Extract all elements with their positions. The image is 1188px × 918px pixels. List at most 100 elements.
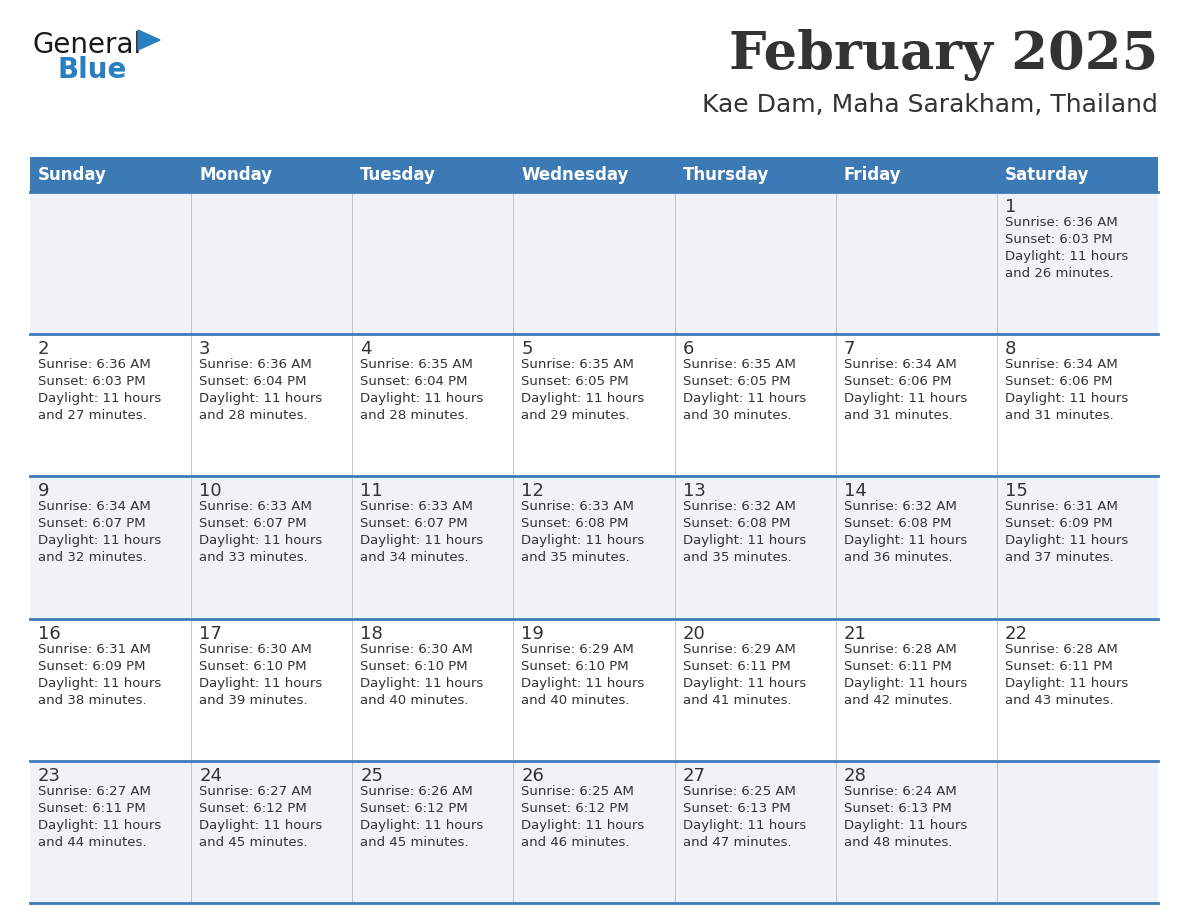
Text: Sunrise: 6:35 AM: Sunrise: 6:35 AM	[522, 358, 634, 371]
Text: Sunset: 6:11 PM: Sunset: 6:11 PM	[1005, 660, 1113, 673]
Text: Daylight: 11 hours: Daylight: 11 hours	[360, 819, 484, 832]
Text: February 2025: February 2025	[728, 29, 1158, 81]
Text: Daylight: 11 hours: Daylight: 11 hours	[200, 534, 322, 547]
Text: Daylight: 11 hours: Daylight: 11 hours	[38, 534, 162, 547]
Text: Daylight: 11 hours: Daylight: 11 hours	[843, 677, 967, 689]
Text: 4: 4	[360, 341, 372, 358]
Text: 19: 19	[522, 624, 544, 643]
Text: Sunset: 6:11 PM: Sunset: 6:11 PM	[38, 801, 146, 815]
Text: Daylight: 11 hours: Daylight: 11 hours	[843, 534, 967, 547]
Text: Blue: Blue	[58, 56, 127, 84]
Polygon shape	[138, 30, 160, 50]
Text: and 41 minutes.: and 41 minutes.	[683, 694, 791, 707]
Text: and 45 minutes.: and 45 minutes.	[360, 835, 469, 849]
Text: Sunset: 6:03 PM: Sunset: 6:03 PM	[38, 375, 146, 388]
Text: 3: 3	[200, 341, 210, 358]
Text: Sunrise: 6:33 AM: Sunrise: 6:33 AM	[360, 500, 473, 513]
Text: Sunset: 6:12 PM: Sunset: 6:12 PM	[522, 801, 630, 815]
Text: Sunset: 6:09 PM: Sunset: 6:09 PM	[38, 660, 145, 673]
Text: and 28 minutes.: and 28 minutes.	[200, 409, 308, 422]
Text: Sunset: 6:12 PM: Sunset: 6:12 PM	[200, 801, 307, 815]
Text: and 35 minutes.: and 35 minutes.	[683, 552, 791, 565]
Text: Sunrise: 6:34 AM: Sunrise: 6:34 AM	[1005, 358, 1118, 371]
Text: and 38 minutes.: and 38 minutes.	[38, 694, 146, 707]
Text: 21: 21	[843, 624, 866, 643]
Text: 25: 25	[360, 767, 384, 785]
Text: 14: 14	[843, 482, 866, 500]
Text: 5: 5	[522, 341, 533, 358]
Text: 8: 8	[1005, 341, 1016, 358]
Text: Daylight: 11 hours: Daylight: 11 hours	[683, 534, 805, 547]
Text: Sunset: 6:08 PM: Sunset: 6:08 PM	[522, 518, 628, 531]
Text: Sunrise: 6:35 AM: Sunrise: 6:35 AM	[360, 358, 473, 371]
Text: Daylight: 11 hours: Daylight: 11 hours	[360, 534, 484, 547]
Text: Sunrise: 6:36 AM: Sunrise: 6:36 AM	[1005, 216, 1118, 229]
Text: Daylight: 11 hours: Daylight: 11 hours	[1005, 677, 1129, 689]
Text: Thursday: Thursday	[683, 165, 769, 184]
Text: and 46 minutes.: and 46 minutes.	[522, 835, 630, 849]
Text: 22: 22	[1005, 624, 1028, 643]
Bar	[30, 192, 1158, 334]
Text: Sunrise: 6:31 AM: Sunrise: 6:31 AM	[1005, 500, 1118, 513]
Text: Daylight: 11 hours: Daylight: 11 hours	[522, 677, 645, 689]
Bar	[30, 476, 1158, 619]
Text: 12: 12	[522, 482, 544, 500]
Text: and 37 minutes.: and 37 minutes.	[1005, 552, 1113, 565]
Text: Monday: Monday	[200, 165, 272, 184]
Text: Sunrise: 6:32 AM: Sunrise: 6:32 AM	[843, 500, 956, 513]
Text: 23: 23	[38, 767, 61, 785]
Text: Sunrise: 6:29 AM: Sunrise: 6:29 AM	[683, 643, 795, 655]
Text: and 35 minutes.: and 35 minutes.	[522, 552, 630, 565]
Text: Daylight: 11 hours: Daylight: 11 hours	[38, 392, 162, 405]
Text: Daylight: 11 hours: Daylight: 11 hours	[683, 677, 805, 689]
Text: Daylight: 11 hours: Daylight: 11 hours	[38, 677, 162, 689]
Text: Daylight: 11 hours: Daylight: 11 hours	[522, 392, 645, 405]
Text: 15: 15	[1005, 482, 1028, 500]
Text: Sunset: 6:10 PM: Sunset: 6:10 PM	[360, 660, 468, 673]
Bar	[30, 157, 1158, 192]
Text: Sunset: 6:04 PM: Sunset: 6:04 PM	[360, 375, 468, 388]
Text: and 32 minutes.: and 32 minutes.	[38, 552, 147, 565]
Text: Sunset: 6:08 PM: Sunset: 6:08 PM	[683, 518, 790, 531]
Text: Sunrise: 6:36 AM: Sunrise: 6:36 AM	[200, 358, 312, 371]
Text: Daylight: 11 hours: Daylight: 11 hours	[1005, 250, 1129, 263]
Text: Wednesday: Wednesday	[522, 165, 628, 184]
Text: and 42 minutes.: and 42 minutes.	[843, 694, 953, 707]
Text: 16: 16	[38, 624, 61, 643]
Text: Daylight: 11 hours: Daylight: 11 hours	[683, 819, 805, 832]
Text: Sunrise: 6:29 AM: Sunrise: 6:29 AM	[522, 643, 634, 655]
Text: Friday: Friday	[843, 165, 902, 184]
Text: Sunrise: 6:34 AM: Sunrise: 6:34 AM	[38, 500, 151, 513]
Text: Sunrise: 6:36 AM: Sunrise: 6:36 AM	[38, 358, 151, 371]
Text: and 36 minutes.: and 36 minutes.	[843, 552, 953, 565]
Text: Daylight: 11 hours: Daylight: 11 hours	[843, 392, 967, 405]
Text: and 33 minutes.: and 33 minutes.	[200, 552, 308, 565]
Text: 1: 1	[1005, 198, 1016, 216]
Text: 24: 24	[200, 767, 222, 785]
Text: Sunrise: 6:26 AM: Sunrise: 6:26 AM	[360, 785, 473, 798]
Text: Sunrise: 6:33 AM: Sunrise: 6:33 AM	[200, 500, 312, 513]
Text: Daylight: 11 hours: Daylight: 11 hours	[843, 819, 967, 832]
Bar	[30, 761, 1158, 903]
Text: Sunset: 6:03 PM: Sunset: 6:03 PM	[1005, 233, 1112, 246]
Text: Sunrise: 6:30 AM: Sunrise: 6:30 AM	[200, 643, 312, 655]
Text: Sunset: 6:07 PM: Sunset: 6:07 PM	[38, 518, 146, 531]
Text: 17: 17	[200, 624, 222, 643]
Text: and 43 minutes.: and 43 minutes.	[1005, 694, 1113, 707]
Text: 13: 13	[683, 482, 706, 500]
Text: Sunset: 6:07 PM: Sunset: 6:07 PM	[200, 518, 307, 531]
Text: and 27 minutes.: and 27 minutes.	[38, 409, 147, 422]
Bar	[30, 619, 1158, 761]
Text: 10: 10	[200, 482, 222, 500]
Bar	[30, 334, 1158, 476]
Text: Sunrise: 6:31 AM: Sunrise: 6:31 AM	[38, 643, 151, 655]
Text: and 28 minutes.: and 28 minutes.	[360, 409, 469, 422]
Text: Daylight: 11 hours: Daylight: 11 hours	[200, 819, 322, 832]
Text: Daylight: 11 hours: Daylight: 11 hours	[683, 392, 805, 405]
Text: Sunrise: 6:27 AM: Sunrise: 6:27 AM	[200, 785, 312, 798]
Text: Sunset: 6:04 PM: Sunset: 6:04 PM	[200, 375, 307, 388]
Text: Sunrise: 6:35 AM: Sunrise: 6:35 AM	[683, 358, 796, 371]
Text: Sunrise: 6:28 AM: Sunrise: 6:28 AM	[843, 643, 956, 655]
Text: Daylight: 11 hours: Daylight: 11 hours	[522, 819, 645, 832]
Text: Sunset: 6:13 PM: Sunset: 6:13 PM	[683, 801, 790, 815]
